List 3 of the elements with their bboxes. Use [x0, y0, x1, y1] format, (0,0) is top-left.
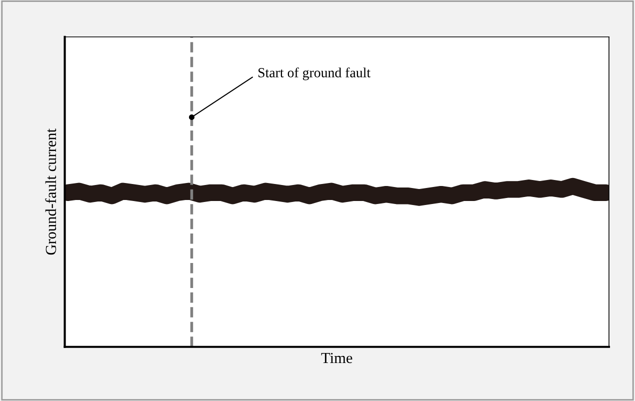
text: Start of ground fault [258, 67, 370, 80]
y-axis-title: Ground-fault current [45, 128, 56, 255]
x-axis-title: Time [321, 352, 352, 364]
